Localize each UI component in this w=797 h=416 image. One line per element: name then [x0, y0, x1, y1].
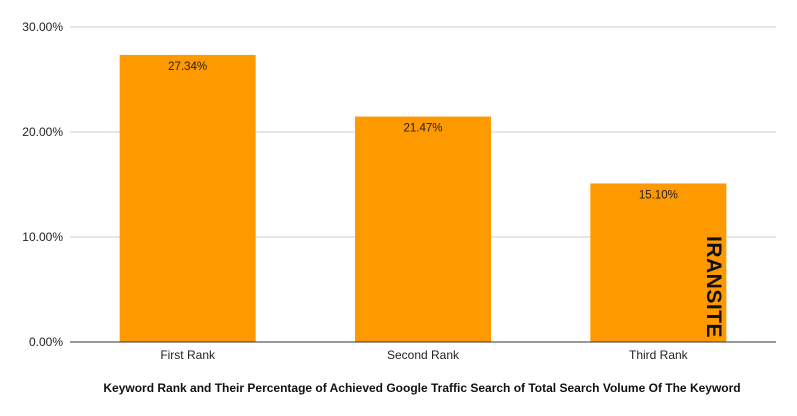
bar-data-label: 27.34%: [168, 61, 207, 73]
x-category-label: Second Rank: [387, 348, 460, 362]
bar: [119, 54, 256, 343]
x-axis-title: Keyword Rank and Their Percentage of Ach…: [103, 381, 740, 395]
x-category-label: First Rank: [160, 348, 216, 362]
data-labels: 27.34% 21.47% 15.10%: [168, 61, 678, 202]
bar-data-label: 15.10%: [639, 189, 678, 201]
bar-data-label: 21.47%: [403, 123, 442, 135]
x-axis-category-labels: First Rank Second Rank Third Rank: [160, 348, 688, 362]
x-category-label: Third Rank: [629, 348, 689, 362]
bar: [355, 116, 491, 342]
bar: [590, 183, 727, 342]
bars: [119, 54, 727, 343]
y-tick-label: 20.00%: [22, 125, 63, 139]
y-tick-label: 10.00%: [22, 230, 63, 244]
y-tick-label: 30.00%: [22, 20, 63, 34]
y-tick-label: 0.00%: [29, 335, 63, 349]
watermark-text: IRANSITE: [702, 236, 725, 338]
y-axis-tick-labels: 0.00% 10.00% 20.00% 30.00%: [22, 20, 63, 349]
